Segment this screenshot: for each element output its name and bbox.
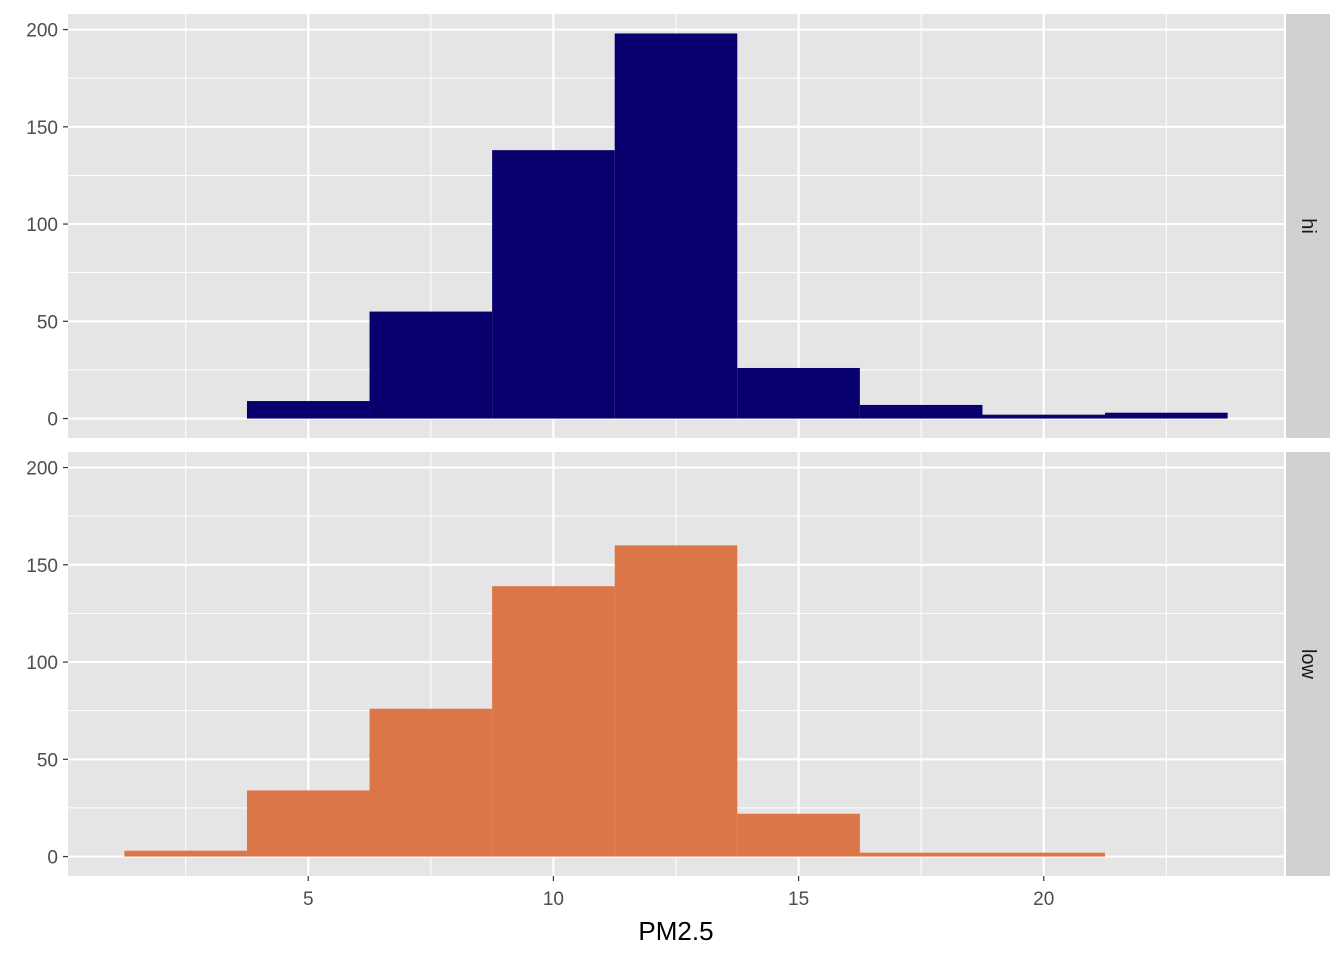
- y-tick-label: 150: [26, 556, 58, 577]
- x-tick-label: 5: [303, 889, 314, 910]
- y-tick-label: 200: [26, 459, 58, 480]
- y-tick-label: 50: [37, 750, 58, 771]
- histogram-bar-hi: [614, 33, 738, 419]
- y-tick-label: 100: [26, 215, 58, 236]
- x-tick-label: 15: [788, 889, 809, 910]
- histogram-bar-low: [246, 790, 370, 857]
- y-tick-label: 0: [47, 410, 58, 431]
- y-tick-label: 50: [37, 312, 58, 333]
- histogram-bar-low: [982, 852, 1106, 857]
- y-tick-label: 100: [26, 653, 58, 674]
- histogram-bar-hi: [982, 414, 1106, 419]
- panels-layer: 0 50 100 150 200 hi 0 50 100 150 200 low: [26, 14, 1330, 876]
- histogram-bar-low: [124, 850, 247, 857]
- histogram-bar-low: [859, 852, 983, 857]
- facet-strip-low: [1286, 452, 1330, 876]
- facet-panel-low: 0 50 100 150 200 low: [26, 452, 1330, 876]
- histogram-bar-hi: [737, 367, 860, 419]
- y-tick-label: 0: [47, 848, 58, 869]
- histogram-bar-hi: [859, 404, 983, 419]
- x-tick-label: 10: [543, 889, 564, 910]
- histogram-bar-low: [369, 708, 493, 857]
- facet-strip-label: low: [1297, 649, 1319, 680]
- histogram-bar-low: [737, 813, 860, 857]
- y-tick-label: 200: [26, 21, 58, 42]
- histogram-bar-hi: [492, 150, 615, 419]
- histogram-bar-hi: [369, 311, 493, 419]
- histogram-bar-hi: [1105, 412, 1228, 419]
- x-axis: 5 10 15 20: [303, 876, 1054, 910]
- histogram-bar-hi: [246, 401, 370, 419]
- facet-strip-hi: [1286, 14, 1330, 438]
- facet-panel-hi: 0 50 100 150 200 hi: [26, 14, 1330, 438]
- histogram-bar-low: [614, 545, 738, 857]
- x-axis-title: PM2.5: [638, 916, 713, 946]
- histogram-bar-low: [492, 586, 615, 857]
- x-tick-label: 20: [1033, 889, 1054, 910]
- y-tick-label: 150: [26, 118, 58, 139]
- facet-strip-label: hi: [1297, 218, 1319, 234]
